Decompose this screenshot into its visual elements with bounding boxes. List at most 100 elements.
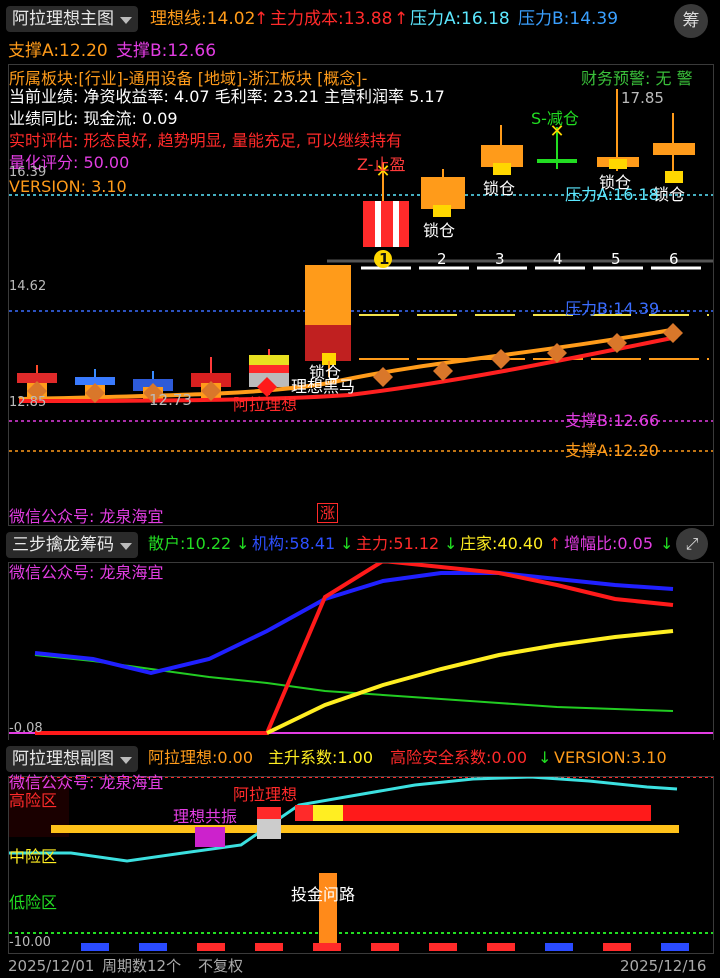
support-b-line-label: 支撑B:12.66 (565, 411, 660, 430)
signal-bar (295, 805, 313, 821)
ideal-bar (257, 807, 281, 819)
growth-ratio-value: 增幅比:0.05 (564, 534, 654, 553)
lock-position-label: 锁仓 (423, 221, 456, 240)
up-arrow-icon: ↑ (548, 534, 562, 553)
support-a-value: 支撑A:12.20 (8, 41, 108, 61)
down-arrow-icon: ↓ (538, 748, 552, 767)
support-b-value: 支撑B:12.66 (116, 41, 217, 61)
sector-info: 所属板块:[行业]-通用设备 [地域]-浙江板块 [概念]- (9, 69, 368, 88)
day-number: 6 (669, 250, 679, 268)
risk-coefficient-value: 高险安全系数:0.00 (390, 748, 528, 767)
low-risk-zone-label: 低险区 (9, 893, 58, 912)
sub-axis-low: -10.00 (9, 935, 51, 950)
main-indicator-selector[interactable]: 阿拉理想主图 (6, 6, 138, 32)
expand-icon[interactable]: ⤢ (676, 528, 708, 560)
chip-indicator-selector[interactable]: 三步擒龙筹码 (6, 532, 138, 558)
candle-11 (597, 89, 639, 171)
lock-position-label: 锁仓 (309, 363, 342, 382)
chip-indicator-header: 三步擒龙筹码 散户:10.22 ↓ 机构:58.41 ↓ 主力:51.12 ↓ … (0, 526, 720, 562)
chip-chart-svg (9, 563, 713, 735)
main-force-value: 主力:51.12 (356, 534, 440, 553)
main-chart-svg: ✕ ✕ (9, 89, 713, 452)
ideal-bar (257, 819, 281, 839)
institution-value: 机构:58.41 (252, 534, 336, 553)
invest-bar (319, 873, 337, 943)
pressure-b-line-label: 压力B:14.39 (565, 299, 660, 318)
adjust-mode[interactable]: 不复权 (198, 957, 244, 975)
high-price-label: 17.85 (621, 89, 664, 107)
lock-position-label: 锁仓 (483, 179, 516, 198)
banker-value: 庄家:40.40 (460, 534, 544, 553)
sub-indicator-header: 阿拉理想副图 阿拉理想:0.00 主升系数:1.00 高险安全系数:0.00 ↓… (0, 740, 720, 776)
wechat-account-label: 微信公众号: 龙泉海宜 (9, 773, 164, 792)
down-arrow-icon: ↓ (444, 534, 458, 553)
finance-warning: 财务预警: 无 警 (581, 69, 693, 88)
sub-chart-svg (9, 777, 713, 953)
performance-info: 当前业绩: 净资收益率: 4.07 毛利率: 23.21 主营利润率 5.17 (9, 87, 445, 106)
resonance-label: 理想共振 (173, 807, 238, 826)
day-number: 2 (437, 250, 447, 268)
risk-line (9, 777, 678, 863)
sub-indicator-selector[interactable]: 阿拉理想副图 (6, 746, 138, 772)
chip-button-label: 筹 (682, 11, 700, 31)
wechat-account-label: 微信公众号: 龙泉海宜 (9, 563, 164, 582)
star-icon: ✕ (549, 121, 564, 142)
rise-coefficient-value: 主升系数:1.00 (268, 748, 374, 767)
main-chart-panel[interactable]: ✕ ✕ 所属板块:[行业]-通用设备 [地域]-浙江板块 [概念]- 财务预警:… (8, 64, 714, 526)
chip-chart-panel[interactable]: 微信公众号: 龙泉海宜 -0.08 (8, 562, 714, 742)
sub-indicator-label: 阿拉理想副图 (12, 749, 114, 769)
rise-band (51, 825, 679, 833)
day-number: 1 (379, 250, 390, 268)
main-cost-curve (18, 335, 678, 403)
start-date: 2025/12/01 (8, 957, 95, 975)
low-price-label: 12.73 (149, 391, 192, 409)
day-number: 3 (495, 250, 505, 268)
chevron-down-icon (120, 543, 132, 550)
chip-indicator-label: 三步擒龙筹码 (12, 535, 114, 555)
dark-horse-label: 理想黑马 (291, 377, 356, 396)
high-risk-zone-label: 高险区 (9, 791, 58, 810)
limit-up-badge: 涨 (317, 503, 339, 523)
diamond-markers (27, 323, 683, 403)
candle-9 (481, 125, 523, 175)
banker-line (266, 629, 674, 735)
down-arrow-icon: ↓ (340, 534, 354, 553)
chip-axis-low: -0.08 (9, 721, 43, 736)
ideal-line-value: 理想线:14.02 (150, 9, 256, 29)
version-label: VERSION: 3.10 (9, 177, 127, 196)
star-icon: ✕ (375, 161, 390, 182)
main-force-line (35, 563, 674, 735)
invest-probe-label: 投金问路 (291, 885, 356, 904)
lock-position-label: 锁仓 (599, 173, 632, 192)
yoy-info: 业绩同比: 现金流: 0.09 (9, 109, 178, 128)
end-date: 2025/12/16 (620, 957, 707, 975)
retail-value: 散户:10.22 (148, 534, 232, 553)
ideal-signal-icon (257, 377, 277, 397)
down-arrow-icon: ↓ (236, 534, 250, 553)
lock-position-label: 锁仓 (653, 185, 686, 204)
chevron-down-icon (120, 17, 132, 24)
realtime-evaluation: 实时评估: 形态良好, 趋势明显, 量能充足, 可以继续持有 (9, 131, 402, 150)
retail-line (34, 654, 674, 712)
chip-distribution-button[interactable]: 筹 (674, 4, 708, 38)
candle-10 (537, 127, 577, 169)
ideal-mark-label: 阿拉理想 (233, 785, 298, 804)
mid-risk-zone-label: 中险区 (9, 847, 58, 866)
candle-12 (653, 113, 695, 183)
price-axis-label: 14.62 (9, 279, 47, 294)
wechat-account-label: 微信公众号: 龙泉海宜 (9, 507, 164, 526)
ideal-value: 阿拉理想:0.00 (148, 748, 254, 767)
daily-blocks (81, 943, 689, 951)
institution-line (34, 571, 674, 676)
sub-chart-panel[interactable]: 微信公众号: 龙泉海宜 高险区 中险区 低险区 理想共振 阿拉理想 投金问路 -… (8, 773, 714, 954)
down-arrow-icon: ↓ (660, 534, 674, 553)
signal-bar (343, 805, 651, 821)
pressure-a-line-label: 压力A:16.18 (565, 185, 659, 204)
pressure-a-value: 压力A:16.18 (410, 9, 510, 29)
day-number: 4 (553, 250, 563, 268)
resonance-bar (195, 827, 225, 847)
candle-7 (363, 163, 409, 268)
sub-version-label: VERSION:3.10 (554, 748, 667, 767)
reduce-position-label: S-减仓 (531, 109, 579, 128)
support-a-line-label: 支撑A:12.20 (565, 441, 659, 460)
